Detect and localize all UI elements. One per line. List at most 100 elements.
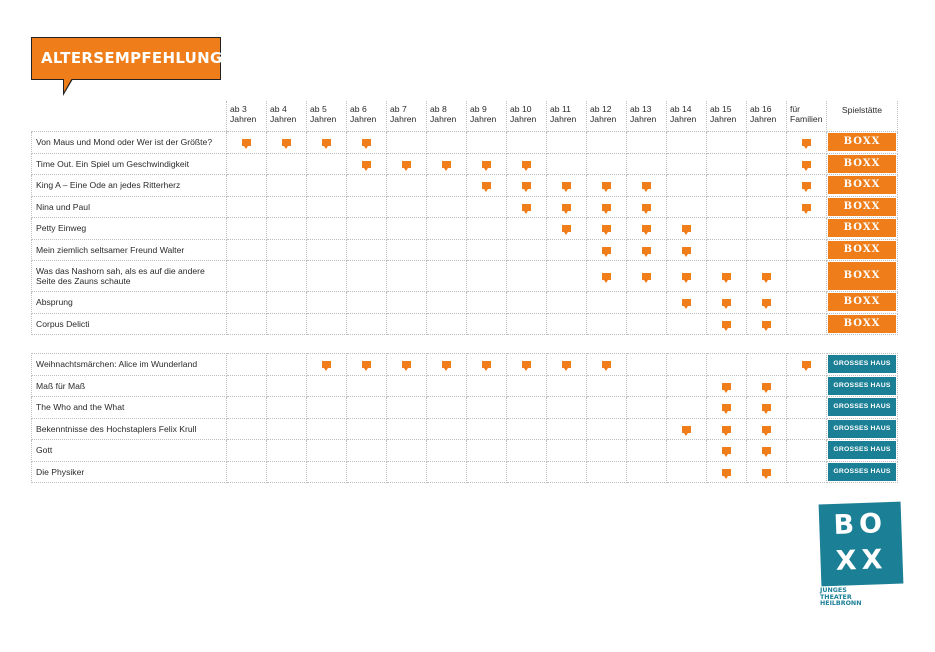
production-title: King A – Eine Ode an jedes Ritterherz xyxy=(31,174,227,197)
age-cell xyxy=(346,260,387,292)
logo-sub-line: HEILBRONN xyxy=(820,600,862,607)
age-cell xyxy=(466,460,507,483)
speech-bubble-marker-icon xyxy=(482,160,491,171)
age-cell xyxy=(306,195,347,218)
age-cell xyxy=(546,238,587,261)
production-title: Nina und Paul xyxy=(31,195,227,218)
age-header-top: ab 15 xyxy=(710,104,732,114)
venue-cell: BOXX xyxy=(826,260,898,292)
age-cell xyxy=(746,131,787,154)
age-cell xyxy=(546,396,587,419)
age-cell xyxy=(586,460,627,483)
venue-cell: BOXX xyxy=(826,152,898,175)
age-cell xyxy=(466,260,507,292)
production-title: Mein ziemlich seltsamer Freund Walter xyxy=(31,238,227,261)
age-cell xyxy=(386,152,427,175)
age-cell xyxy=(426,353,467,376)
venue-cell: BOXX xyxy=(826,195,898,218)
age-cell xyxy=(466,152,507,175)
age-cell xyxy=(266,174,307,197)
age-cell xyxy=(426,217,467,240)
venue-badge-grosses-haus: GROSSES HAUS xyxy=(828,398,896,417)
production-title: The Who and the What xyxy=(31,396,227,419)
table-row: Corpus Delicti BOXX xyxy=(31,312,898,335)
age-cell xyxy=(226,260,267,292)
age-cell xyxy=(786,312,827,335)
age-cell xyxy=(306,396,347,419)
age-cell xyxy=(386,291,427,314)
age-header-top: ab 3 xyxy=(230,104,247,114)
age-cell xyxy=(306,152,347,175)
age-cell xyxy=(506,217,547,240)
speech-bubble-marker-icon xyxy=(762,273,771,284)
venue-cell: GROSSES HAUS xyxy=(826,374,898,397)
age-cell xyxy=(266,396,307,419)
table-row: Bekenntnisse des Hochstaplers Felix Krul… xyxy=(31,417,898,440)
age-cell xyxy=(666,152,707,175)
age-header-bottom: Jahren xyxy=(510,114,537,124)
venue-badge-boxx: BOXX xyxy=(828,293,896,312)
age-header-bottom: Jahren xyxy=(550,114,577,124)
age-cell xyxy=(226,353,267,376)
age-header-bottom: Jahren xyxy=(430,114,457,124)
age-header-bottom: Jahren xyxy=(590,114,617,124)
age-cell xyxy=(506,152,547,175)
age-cell xyxy=(226,152,267,175)
speech-bubble-marker-icon xyxy=(602,273,611,284)
age-cell xyxy=(346,217,387,240)
venue-badge-boxx: BOXX xyxy=(828,154,896,173)
age-cell xyxy=(386,396,427,419)
speech-bubble-marker-icon xyxy=(642,203,651,214)
venue-cell: BOXX xyxy=(826,174,898,197)
age-header-top: ab 11 xyxy=(550,104,571,114)
age-cell xyxy=(666,353,707,376)
age-cell xyxy=(786,417,827,440)
age-cell xyxy=(226,217,267,240)
speech-bubble-marker-icon xyxy=(722,320,731,331)
age-cell xyxy=(466,217,507,240)
age-cell xyxy=(506,312,547,335)
age-cell xyxy=(786,353,827,376)
age-cell xyxy=(706,260,747,292)
age-header-top: ab 6 xyxy=(350,104,367,114)
age-cell xyxy=(426,152,467,175)
production-title: Corpus Delicti xyxy=(31,312,227,335)
age-cell xyxy=(266,460,307,483)
age-cell xyxy=(266,417,307,440)
age-cell xyxy=(786,460,827,483)
age-cell xyxy=(226,195,267,218)
logo-sub-line: THEATER xyxy=(820,593,852,601)
age-column-header: ab 6 Jahren xyxy=(346,101,387,132)
speech-bubble-marker-icon xyxy=(522,203,531,214)
age-cell xyxy=(666,195,707,218)
age-header-top: ab 12 xyxy=(590,104,612,114)
age-cell xyxy=(266,152,307,175)
age-cell xyxy=(426,131,467,154)
age-header-top: für xyxy=(790,104,801,114)
age-cell xyxy=(506,195,547,218)
age-cell xyxy=(346,238,387,261)
age-cell xyxy=(426,396,467,419)
venue-cell: GROSSES HAUS xyxy=(826,460,898,483)
speech-bubble-marker-icon xyxy=(682,425,691,436)
production-title: Was das Nashorn sah, als es auf die ande… xyxy=(31,260,227,292)
age-cell xyxy=(226,374,267,397)
age-cell xyxy=(506,260,547,292)
age-cell xyxy=(426,460,467,483)
speech-bubble-marker-icon xyxy=(762,447,771,458)
age-cell xyxy=(266,195,307,218)
age-column-header: für Familien xyxy=(786,101,827,132)
age-cell xyxy=(546,460,587,483)
age-cell xyxy=(746,217,787,240)
age-cell xyxy=(546,312,587,335)
speech-bubble-marker-icon xyxy=(762,425,771,436)
age-header-top: ab 8 xyxy=(430,104,447,114)
speech-bubble-marker-icon xyxy=(762,468,771,479)
table-row: Die Physiker GROSSES HAUS xyxy=(31,460,898,483)
speech-bubble-marker-icon xyxy=(642,182,651,193)
age-cell xyxy=(386,217,427,240)
age-cell xyxy=(586,291,627,314)
venue-cell: GROSSES HAUS xyxy=(826,417,898,440)
age-cell xyxy=(346,439,387,462)
venue-badge-grosses-haus: GROSSES HAUS xyxy=(828,376,896,395)
